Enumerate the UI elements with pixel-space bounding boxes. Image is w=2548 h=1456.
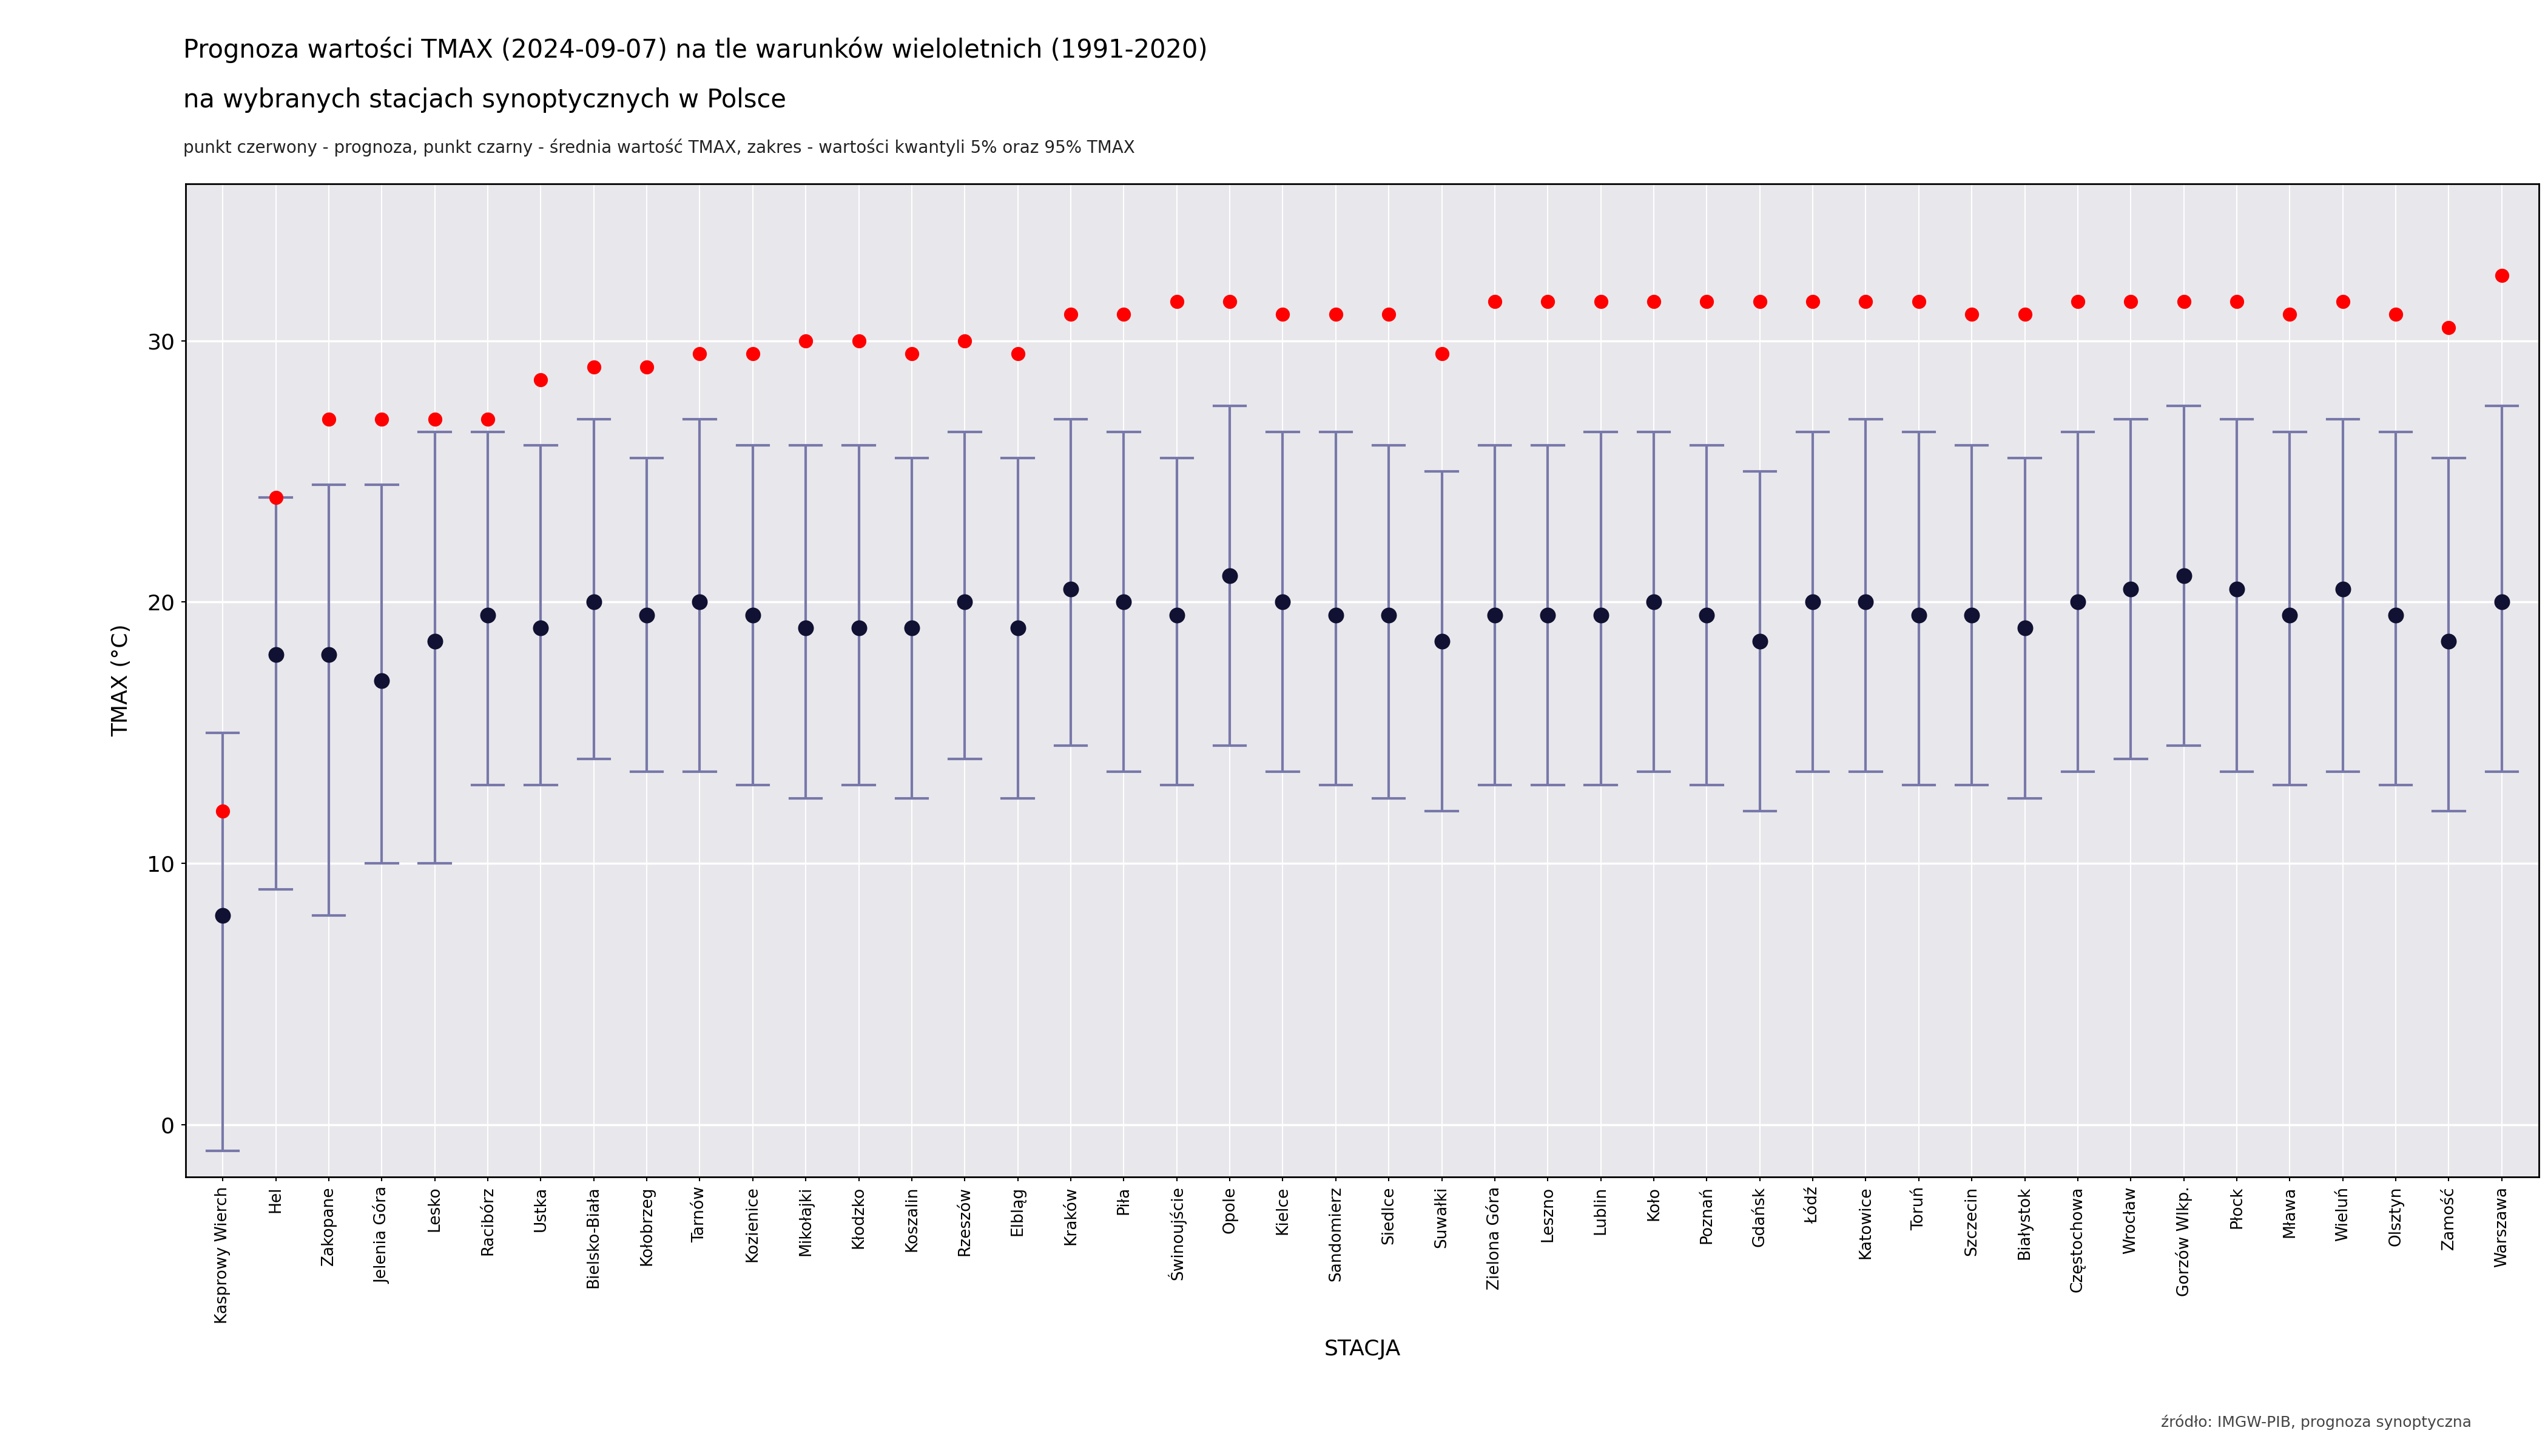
Point <box>2056 290 2097 313</box>
Point <box>2163 565 2204 588</box>
Point <box>996 616 1037 639</box>
Point <box>1898 290 1939 313</box>
Point <box>1103 591 1144 614</box>
Point <box>1422 342 1463 365</box>
Point <box>1315 603 1356 626</box>
Point <box>945 329 986 352</box>
Point <box>1633 290 1674 313</box>
Point <box>1368 603 1409 626</box>
Point <box>201 904 242 927</box>
Point <box>1952 603 1993 626</box>
Point <box>892 342 933 365</box>
Point <box>1475 290 1516 313</box>
Text: źródło: IMGW-PIB, prognoza synoptyczna: źródło: IMGW-PIB, prognoza synoptyczna <box>2161 1414 2472 1430</box>
Point <box>520 616 561 639</box>
Point <box>627 603 668 626</box>
Point <box>1157 290 1198 313</box>
Point <box>1580 290 1621 313</box>
Point <box>680 342 721 365</box>
Point <box>1791 591 1832 614</box>
Point <box>2375 603 2416 626</box>
Point <box>1315 303 1356 326</box>
Point <box>2428 629 2469 652</box>
Point <box>945 591 986 614</box>
Point <box>255 642 296 665</box>
Point <box>2270 603 2311 626</box>
Point <box>308 642 349 665</box>
Point <box>731 342 772 365</box>
Point <box>1210 290 1251 313</box>
Point <box>785 616 826 639</box>
Point <box>2428 316 2469 339</box>
Point <box>466 603 507 626</box>
Point <box>1898 603 1939 626</box>
Point <box>1157 603 1198 626</box>
Point <box>573 591 614 614</box>
Point <box>415 408 456 431</box>
Point <box>1845 290 1886 313</box>
Point <box>1475 603 1516 626</box>
Point <box>680 591 721 614</box>
Point <box>520 368 561 392</box>
Point <box>838 616 879 639</box>
Point <box>627 355 668 379</box>
Point <box>1580 603 1621 626</box>
Point <box>731 603 772 626</box>
Point <box>573 355 614 379</box>
Point <box>2270 303 2311 326</box>
Point <box>2482 591 2523 614</box>
Point <box>1368 303 1409 326</box>
X-axis label: STACJA: STACJA <box>1325 1340 1401 1360</box>
Point <box>2110 578 2151 601</box>
Point <box>1687 290 1728 313</box>
Point <box>1845 591 1886 614</box>
Point <box>466 408 507 431</box>
Text: Prognoza wartości TMAX (2024-09-07) na tle warunków wieloletnich (1991-2020): Prognoza wartości TMAX (2024-09-07) na t… <box>183 36 1208 63</box>
Point <box>2163 290 2204 313</box>
Point <box>2482 264 2523 287</box>
Point <box>2217 290 2258 313</box>
Point <box>255 486 296 510</box>
Point <box>1261 303 1302 326</box>
Point <box>308 408 349 431</box>
Point <box>1791 290 1832 313</box>
Point <box>1526 290 1567 313</box>
Point <box>2321 290 2362 313</box>
Point <box>1422 629 1463 652</box>
Point <box>1050 578 1091 601</box>
Point <box>1687 603 1728 626</box>
Text: punkt czerwony - prognoza, punkt czarny - średnia wartość TMAX, zakres - wartośc: punkt czerwony - prognoza, punkt czarny … <box>183 138 1136 156</box>
Text: na wybranych stacjach synoptycznych w Polsce: na wybranych stacjach synoptycznych w Po… <box>183 87 787 112</box>
Point <box>2321 578 2362 601</box>
Point <box>1740 629 1781 652</box>
Point <box>1050 303 1091 326</box>
Point <box>2375 303 2416 326</box>
Point <box>1952 303 1993 326</box>
Point <box>362 668 403 692</box>
Point <box>785 329 826 352</box>
Point <box>1633 591 1674 614</box>
Point <box>1103 303 1144 326</box>
Point <box>1210 565 1251 588</box>
Point <box>1740 290 1781 313</box>
Y-axis label: TMAX (°C): TMAX (°C) <box>112 625 132 737</box>
Point <box>201 799 242 823</box>
Point <box>2005 303 2046 326</box>
Point <box>1526 603 1567 626</box>
Point <box>362 408 403 431</box>
Point <box>2056 591 2097 614</box>
Point <box>415 629 456 652</box>
Point <box>996 342 1037 365</box>
Point <box>1261 591 1302 614</box>
Point <box>838 329 879 352</box>
Point <box>2110 290 2151 313</box>
Point <box>892 616 933 639</box>
Point <box>2005 616 2046 639</box>
Point <box>2217 578 2258 601</box>
